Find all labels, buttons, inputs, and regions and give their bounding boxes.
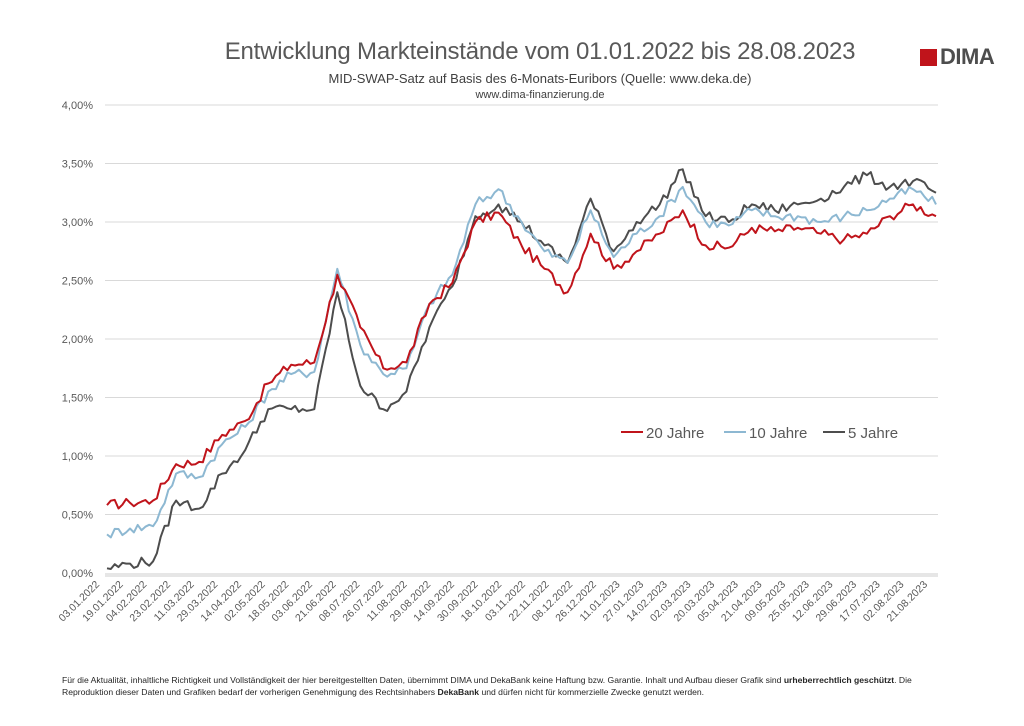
- source-url: www.dima-finanzierung.de: [475, 89, 605, 101]
- disclaimer-bold-1: urheberrechtlich geschützt: [783, 675, 895, 685]
- logo-text: DIMA: [940, 44, 995, 69]
- dima-logo: DIMA: [920, 44, 995, 70]
- y-tick-label: 2,50%: [62, 276, 93, 288]
- series-line-5-jahre: [106, 168, 937, 570]
- series-line-10-jahre: [106, 185, 937, 539]
- y-tick-label: 0,00%: [62, 568, 93, 580]
- disclaimer-text-3: und dürfen nicht für kommerzielle Zwecke…: [479, 687, 705, 697]
- legend: 20 Jahre 10 Jahre 5 Jahre: [621, 425, 898, 442]
- disclaimer-text-1: Für die Aktualität, inhaltliche Richtigk…: [62, 675, 784, 685]
- legend-label: 10 Jahre: [749, 425, 807, 442]
- legend-label: 20 Jahre: [646, 425, 704, 442]
- logo-square-icon: [920, 48, 937, 66]
- y-tick-label: 3,50%: [62, 159, 93, 171]
- chart-title: Entwicklung Markteinstände vom 01.01.202…: [224, 38, 856, 65]
- gridlines: [105, 104, 938, 515]
- line-chart: 0,00% 0,50% 1,00% 1,50% 2,00% 2,50% 3,00% 3,50%…: [56, 100, 938, 625]
- disclaimer-bold-2: DekaBank: [437, 687, 480, 697]
- disclaimer: Für die Aktualität, inhaltliche Richtigk…: [62, 674, 962, 698]
- x-axis-tick-labels: 03.01.202219.01.202204.02.202223.02.2022…: [56, 579, 930, 625]
- y-axis-tick-labels: 0,00% 0,50% 1,00% 1,50% 2,00% 2,50% 3,00% 3,50%…: [62, 100, 93, 580]
- disclaimer-text-2: . Die Reproduktion dieser Daten und Graf…: [62, 675, 912, 697]
- y-tick-label: 2,00%: [62, 334, 93, 346]
- y-tick-label: 0,50%: [62, 510, 93, 522]
- x-axis: [105, 573, 938, 577]
- y-tick-label: 1,00%: [62, 451, 93, 463]
- y-tick-label: 3,00%: [62, 217, 93, 229]
- legend-label: 5 Jahre: [848, 425, 898, 442]
- chart-subtitle: MID-SWAP-Satz auf Basis des 6-Monats-Eur…: [328, 71, 752, 86]
- y-tick-label: 1,50%: [62, 393, 93, 405]
- series-lines: [106, 168, 937, 570]
- x-axis-line: [105, 573, 938, 577]
- series-line-20-jahre: [106, 202, 937, 510]
- y-tick-label: 4,00%: [62, 100, 93, 112]
